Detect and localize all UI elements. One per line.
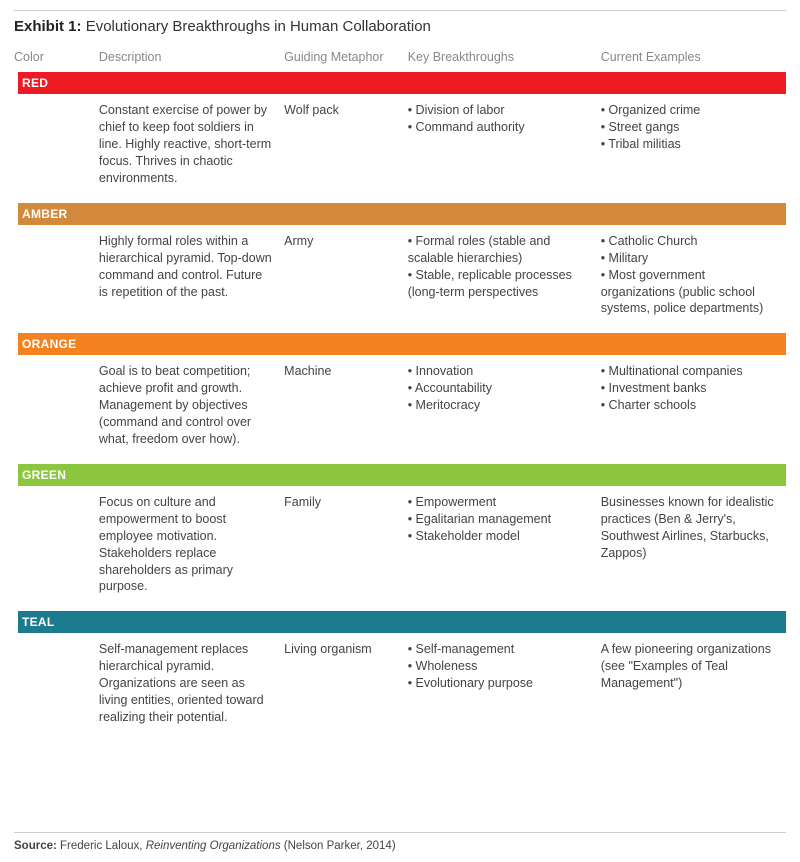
list-item: Self-management: [408, 641, 591, 658]
cell-examples: Multinational companiesInvestment banksC…: [601, 355, 786, 463]
color-band-label: RED: [18, 72, 786, 94]
column-header: Color: [14, 47, 99, 72]
cell-description: Highly formal roles within a hierarchica…: [99, 225, 284, 333]
color-band-label: AMBER: [18, 203, 786, 225]
cell-examples: Businesses known for idealistic practice…: [601, 486, 786, 611]
list-item: Empowerment: [408, 494, 591, 511]
list-item: Meritocracy: [408, 397, 591, 414]
column-header: Key Breakthroughs: [408, 47, 601, 72]
cell-breakthroughs: InnovationAccountabilityMeritocracy: [408, 355, 601, 463]
cell-breakthroughs: EmpowermentEgalitarian managementStakeho…: [408, 486, 601, 611]
source-author: Frederic Laloux,: [60, 840, 142, 852]
cell-examples: Organized crimeStreet gangsTribal militi…: [601, 94, 786, 202]
list-item: Accountability: [408, 380, 591, 397]
table-row: Constant exercise of power by chief to k…: [14, 94, 786, 202]
cell-breakthroughs: Self-managementWholenessEvolutionary pur…: [408, 633, 601, 741]
exhibit-title: Exhibit 1: Evolutionary Breakthroughs in…: [14, 10, 786, 37]
list-item: Military: [601, 250, 776, 267]
table-row: Self-management replaces hierarchical py…: [14, 633, 786, 741]
cell-description: Constant exercise of power by chief to k…: [99, 94, 284, 202]
list-item: Command authority: [408, 119, 591, 136]
cell-breakthroughs: Formal roles (stable and scalable hierar…: [408, 225, 601, 333]
cell-color: [14, 355, 99, 463]
table-row: Goal is to beat competition; achieve pro…: [14, 355, 786, 463]
list-item: Street gangs: [601, 119, 776, 136]
list-item: Charter schools: [601, 397, 776, 414]
cell-description: Self-management replaces hierarchical py…: [99, 633, 284, 741]
source-title: Reinventing Organizations: [146, 840, 281, 852]
cell-examples: Catholic ChurchMilitaryMost government o…: [601, 225, 786, 333]
list-item: Most government organizations (public sc…: [601, 267, 776, 318]
source-line: Source: Frederic Laloux, Reinventing Org…: [14, 832, 786, 855]
cell-metaphor: Wolf pack: [284, 94, 408, 202]
list-item: Egalitarian management: [408, 511, 591, 528]
cell-metaphor: Machine: [284, 355, 408, 463]
cell-metaphor: Army: [284, 225, 408, 333]
color-band-row: AMBER: [14, 203, 786, 225]
table-row: Focus on culture and empowerment to boos…: [14, 486, 786, 611]
cell-color: [14, 225, 99, 333]
list-item: Formal roles (stable and scalable hierar…: [408, 233, 591, 267]
list-item: Multinational companies: [601, 363, 776, 380]
cell-color: [14, 94, 99, 202]
column-header: Current Examples: [601, 47, 786, 72]
cell-description: Goal is to beat competition; achieve pro…: [99, 355, 284, 463]
column-header: Guiding Metaphor: [284, 47, 408, 72]
list-item: Wholeness: [408, 658, 591, 675]
cell-metaphor: Living organism: [284, 633, 408, 741]
examples-text: A few pioneering organizations (see "Exa…: [601, 641, 776, 692]
color-band-row: TEAL: [14, 611, 786, 633]
cell-color: [14, 633, 99, 741]
list-item: Stakeholder model: [408, 528, 591, 545]
examples-text: Businesses known for idealistic practice…: [601, 494, 776, 562]
list-item: Tribal militias: [601, 136, 776, 153]
cell-description: Focus on culture and empowerment to boos…: [99, 486, 284, 611]
list-item: Investment banks: [601, 380, 776, 397]
list-item: Evolutionary purpose: [408, 675, 591, 692]
color-band-row: RED: [14, 72, 786, 94]
list-item: Organized crime: [601, 102, 776, 119]
cell-breakthroughs: Division of laborCommand authority: [408, 94, 601, 202]
cell-color: [14, 486, 99, 611]
list-item: Innovation: [408, 363, 591, 380]
color-band-label: GREEN: [18, 464, 786, 486]
list-item: Catholic Church: [601, 233, 776, 250]
exhibit-container: Exhibit 1: Evolutionary Breakthroughs in…: [0, 0, 800, 862]
evolution-table: ColorDescriptionGuiding MetaphorKey Brea…: [14, 47, 786, 742]
color-band-label: TEAL: [18, 611, 786, 633]
color-band-row: GREEN: [14, 464, 786, 486]
list-item: Stable, replicable processes (long-term …: [408, 267, 591, 301]
source-label: Source:: [14, 840, 57, 852]
list-item: Division of labor: [408, 102, 591, 119]
cell-examples: A few pioneering organizations (see "Exa…: [601, 633, 786, 741]
column-header: Description: [99, 47, 284, 72]
table-row: Highly formal roles within a hierarchica…: [14, 225, 786, 333]
table-header-row: ColorDescriptionGuiding MetaphorKey Brea…: [14, 47, 786, 72]
title-prefix: Exhibit 1:: [14, 18, 82, 35]
cell-metaphor: Family: [284, 486, 408, 611]
color-band-row: ORANGE: [14, 333, 786, 355]
title-text: Evolutionary Breakthroughs in Human Coll…: [86, 18, 431, 35]
color-band-label: ORANGE: [18, 333, 786, 355]
source-suffix: (Nelson Parker, 2014): [284, 840, 396, 852]
